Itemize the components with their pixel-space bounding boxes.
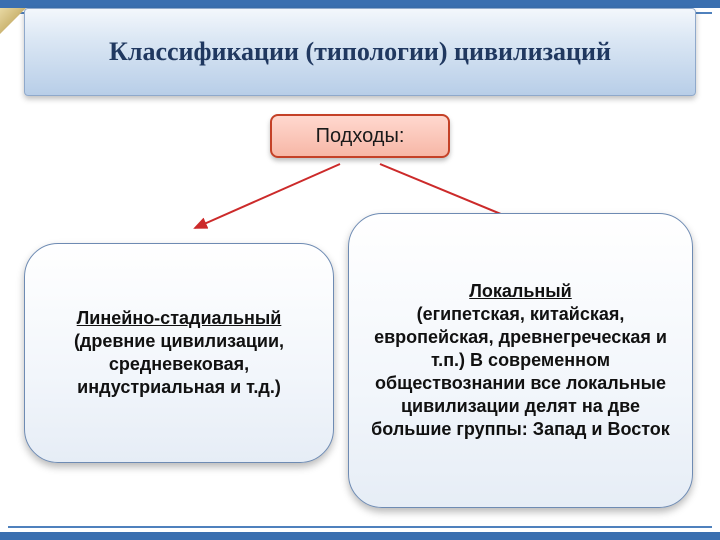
leaf-linear-stadial: Линейно-стадиальный (древние цивилизации… [24, 243, 334, 463]
leaf-right-body: (египетская, китайская, европейская, дре… [371, 304, 670, 439]
leaf-left-heading: Линейно-стадиальный [77, 308, 282, 328]
leaf-local: Локальный (египетская, китайская, европе… [348, 213, 693, 508]
leaf-right-text: Локальный (египетская, китайская, европе… [365, 280, 676, 441]
leaf-right-heading: Локальный [469, 281, 571, 301]
approaches-label: Подходы: [316, 125, 405, 148]
leaf-left-text: Линейно-стадиальный (древние цивилизации… [41, 307, 317, 399]
bottom-rule [8, 526, 712, 528]
slide-page: Классификации (типологии) цивилизаций По… [0, 0, 720, 540]
approaches-node: Подходы: [270, 114, 450, 158]
arrow-left [195, 164, 340, 228]
corner-fold-icon [0, 8, 26, 34]
leaf-left-body: (древние цивилизации, средневековая, инд… [74, 331, 284, 397]
page-title: Классификации (типологии) цивилизаций [109, 36, 611, 69]
title-bar: Классификации (типологии) цивилизаций [24, 8, 696, 96]
